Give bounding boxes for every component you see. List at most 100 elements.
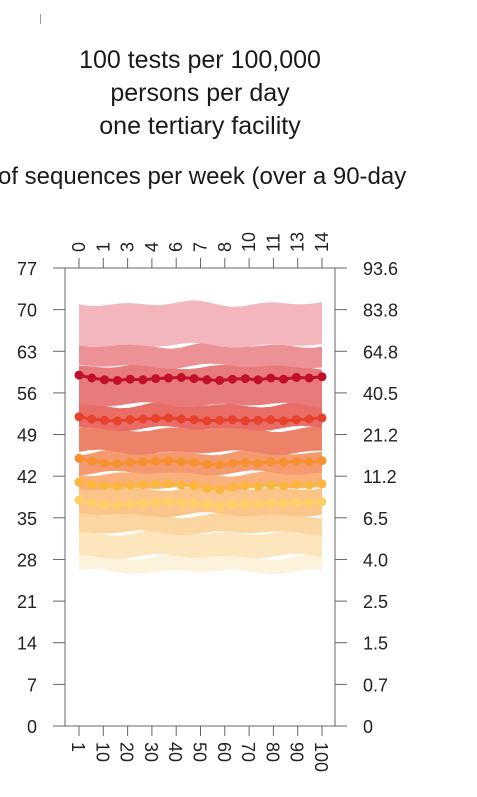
y-left-label-3: 56 bbox=[17, 384, 37, 404]
y-right-label-1: 83.8 bbox=[363, 301, 398, 321]
series-1-point-11 bbox=[215, 415, 225, 425]
series-3-point-14 bbox=[253, 481, 263, 491]
series-1-point-18 bbox=[304, 414, 314, 424]
series-0-point-9 bbox=[189, 374, 199, 384]
series-3-point-1 bbox=[87, 480, 97, 489]
series-1-point-7 bbox=[164, 413, 173, 423]
series-1-point-2 bbox=[100, 415, 110, 425]
series-4-point-10 bbox=[202, 500, 212, 510]
series-2-point-1 bbox=[87, 456, 97, 466]
series-4-point-6 bbox=[151, 497, 161, 507]
series-1-point-1 bbox=[87, 414, 97, 424]
series-2-point-15 bbox=[266, 457, 276, 467]
band-7 bbox=[79, 401, 322, 432]
series-1-point-8 bbox=[176, 414, 186, 424]
x-bottom-label-9: 90 bbox=[287, 742, 307, 762]
series-2-point-9 bbox=[189, 458, 199, 467]
x-bottom-label-7: 70 bbox=[238, 742, 258, 762]
y-left-label-10: 7 bbox=[27, 675, 37, 695]
series-2-point-11 bbox=[215, 460, 225, 470]
y-right-label-10: 0.7 bbox=[363, 675, 388, 695]
series-4-point-8 bbox=[176, 498, 186, 508]
y-left-label-0: 77 bbox=[17, 259, 37, 279]
x-top-label-1: 1 bbox=[93, 242, 113, 252]
y-left-label-8: 21 bbox=[17, 592, 37, 612]
series-0-point-12 bbox=[228, 374, 237, 384]
series-3-point-12 bbox=[228, 482, 237, 492]
series-2-point-8 bbox=[176, 457, 186, 467]
series-2-point-5 bbox=[138, 457, 148, 467]
series-0-point-1 bbox=[87, 373, 97, 383]
x-top-label-8: 11 bbox=[263, 233, 283, 252]
series-2-point-14 bbox=[253, 458, 263, 468]
x-bottom-label-3: 30 bbox=[141, 742, 161, 762]
y-right-label-9: 1.5 bbox=[363, 634, 388, 654]
y-right-label-3: 40.5 bbox=[363, 384, 398, 404]
series-4-point-5 bbox=[138, 498, 148, 508]
series-4-point-9 bbox=[189, 499, 199, 508]
series-2-point-17 bbox=[291, 456, 301, 466]
series-1-point-5 bbox=[138, 414, 148, 424]
series-1-point-17 bbox=[291, 415, 301, 425]
series-4-point-18 bbox=[304, 498, 314, 508]
series-4-point-15 bbox=[266, 498, 276, 508]
series-4-point-19 bbox=[317, 497, 327, 507]
series-4-point-0 bbox=[74, 495, 84, 505]
series-2-point-12 bbox=[228, 458, 237, 468]
x-bottom-label-10: 100 bbox=[311, 742, 331, 772]
x-top-label-7: 10 bbox=[239, 232, 259, 252]
x-top-label-6: 8 bbox=[215, 242, 235, 252]
y-right-label-0: 93.6 bbox=[363, 259, 398, 279]
x-bottom-label-6: 60 bbox=[214, 742, 234, 762]
y-right-label-8: 2.5 bbox=[363, 592, 388, 612]
x-top-label-2: 3 bbox=[118, 242, 138, 252]
series-3-point-19 bbox=[317, 479, 327, 489]
x-top-label-10: 14 bbox=[312, 232, 332, 252]
series-2-point-7 bbox=[164, 456, 173, 466]
series-0-point-10 bbox=[202, 375, 212, 385]
series-0-point-15 bbox=[266, 373, 276, 383]
y-left-label-7: 28 bbox=[17, 550, 37, 570]
series-2-point-3 bbox=[112, 459, 122, 469]
series-4-point-11 bbox=[215, 501, 225, 511]
series-0-point-2 bbox=[100, 375, 110, 385]
chart-title: 100 tests per 100,000 persons per day on… bbox=[0, 44, 400, 143]
series-4-point-7 bbox=[164, 497, 173, 507]
series-0-point-3 bbox=[112, 375, 122, 385]
series-1-point-0 bbox=[74, 412, 84, 422]
series-2-point-18 bbox=[304, 457, 314, 467]
y-left-label-6: 35 bbox=[17, 509, 37, 529]
series-3-point-7 bbox=[164, 479, 173, 489]
series-0-point-18 bbox=[304, 373, 314, 383]
series-1-point-16 bbox=[279, 416, 289, 426]
series-0-point-5 bbox=[138, 375, 148, 385]
series-0-point-0 bbox=[74, 370, 84, 380]
series-4-point-17 bbox=[291, 497, 301, 507]
x-top-label-5: 7 bbox=[191, 242, 211, 252]
series-0-point-16 bbox=[279, 374, 289, 384]
x-top-label-9: 13 bbox=[288, 232, 308, 252]
series-0-point-8 bbox=[176, 372, 186, 382]
band-6 bbox=[79, 425, 322, 456]
series-3-point-4 bbox=[125, 480, 135, 490]
y-right-label-2: 64.8 bbox=[363, 342, 398, 362]
x-top-label-3: 4 bbox=[142, 242, 162, 252]
series-2-point-16 bbox=[279, 458, 289, 467]
series-3-point-2 bbox=[100, 481, 110, 491]
y-left-label-1: 70 bbox=[17, 301, 37, 321]
series-2-point-0 bbox=[74, 453, 84, 463]
x-bottom-label-8: 80 bbox=[262, 742, 282, 762]
series-1-point-4 bbox=[125, 415, 135, 425]
series-0-point-6 bbox=[151, 374, 161, 384]
y-left-label-5: 42 bbox=[17, 467, 37, 487]
series-0-point-11 bbox=[215, 375, 225, 385]
series-2-point-10 bbox=[202, 459, 212, 469]
series-4-point-2 bbox=[100, 500, 110, 510]
series-4-point-1 bbox=[87, 498, 97, 508]
series-2-point-19 bbox=[317, 456, 327, 466]
x-bottom-label-4: 40 bbox=[165, 742, 185, 762]
stray-tick-mark bbox=[40, 14, 41, 24]
series-0-point-4 bbox=[125, 374, 135, 384]
series-4-point-3 bbox=[112, 500, 122, 510]
band-3 bbox=[79, 484, 322, 518]
